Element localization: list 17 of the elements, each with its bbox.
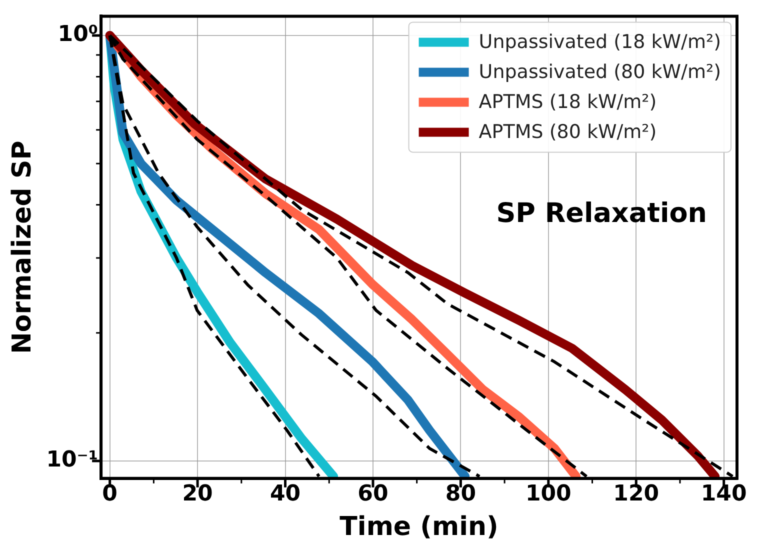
x-tick-label: 120	[613, 481, 660, 506]
x-tick-label: 80	[445, 481, 476, 506]
x-tick-label: 140	[700, 481, 747, 506]
legend-label: APTMS (80 kW/m²)	[478, 121, 657, 144]
x-tick-label: 0	[102, 481, 118, 506]
y-tick-label: 10⁰	[58, 22, 98, 48]
annotation: SP Relaxation	[496, 198, 707, 229]
y-tick-label: 10⁻¹	[46, 448, 98, 473]
x-tick-label: 20	[182, 481, 213, 506]
x-tick-label: 40	[270, 481, 301, 506]
x-tick-label: 60	[358, 481, 388, 506]
legend-label: Unpassivated (18 kW/m²)	[478, 31, 722, 54]
x-axis-title: Time (min)	[340, 512, 498, 542]
legend-label: APTMS (18 kW/m²)	[478, 91, 657, 114]
y-axis-title: Normalized SP	[7, 140, 38, 354]
legend-label: Unpassivated (80 kW/m²)	[478, 61, 722, 84]
x-tick-label: 100	[525, 481, 572, 506]
